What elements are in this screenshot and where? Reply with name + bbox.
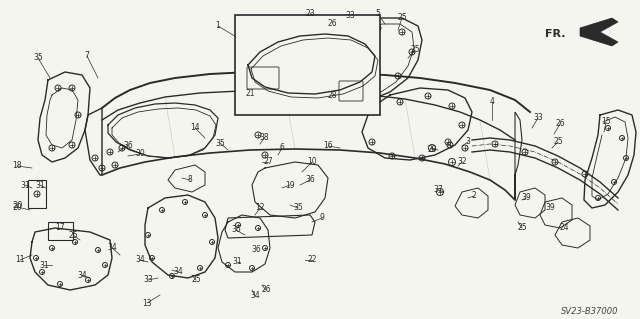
Text: 25: 25	[410, 46, 420, 55]
Text: 18: 18	[12, 161, 22, 170]
Text: 25: 25	[191, 276, 201, 285]
Text: 16: 16	[323, 142, 333, 151]
Text: FR.: FR.	[545, 29, 565, 39]
Text: 31: 31	[39, 261, 49, 270]
Text: 34: 34	[173, 268, 183, 277]
Text: 39: 39	[545, 204, 555, 212]
Text: 4: 4	[490, 98, 495, 107]
Text: 26: 26	[261, 286, 271, 294]
Text: 35: 35	[293, 204, 303, 212]
Text: 31: 31	[232, 257, 242, 266]
Text: 30: 30	[135, 150, 145, 159]
Text: 7: 7	[84, 51, 90, 61]
Text: 39: 39	[521, 194, 531, 203]
Text: 36: 36	[231, 226, 241, 234]
Text: 14: 14	[190, 123, 200, 132]
Bar	[48, 222, 73, 240]
Text: 25: 25	[553, 137, 563, 146]
Text: 34: 34	[250, 292, 260, 300]
Text: 34: 34	[107, 243, 117, 253]
Text: 38: 38	[259, 133, 269, 143]
Text: 3: 3	[465, 137, 470, 146]
Text: 34: 34	[77, 271, 87, 279]
Text: 35: 35	[33, 54, 43, 63]
Text: 33: 33	[345, 11, 355, 19]
Text: 32: 32	[457, 158, 467, 167]
Text: 17: 17	[55, 224, 65, 233]
Text: 34: 34	[135, 256, 145, 264]
Text: 10: 10	[307, 158, 317, 167]
Text: 35: 35	[215, 138, 225, 147]
Text: 26: 26	[327, 19, 337, 28]
Text: 19: 19	[285, 181, 295, 189]
Text: 21: 21	[245, 88, 255, 98]
Text: SV23-B37000: SV23-B37000	[561, 308, 619, 316]
Polygon shape	[580, 18, 618, 46]
Text: 25: 25	[397, 13, 407, 23]
Text: 31: 31	[35, 181, 45, 189]
Text: 29: 29	[427, 145, 437, 153]
Text: 23: 23	[305, 9, 315, 18]
Text: 33: 33	[533, 114, 543, 122]
Text: 15: 15	[601, 117, 611, 127]
Text: 36: 36	[123, 140, 133, 150]
Text: 25: 25	[68, 231, 78, 240]
Text: 25: 25	[517, 224, 527, 233]
Text: 33: 33	[143, 276, 153, 285]
Text: 20: 20	[13, 201, 23, 210]
Text: 37: 37	[433, 186, 443, 195]
Text: 11: 11	[15, 256, 25, 264]
Text: 2: 2	[472, 191, 476, 201]
Text: 28: 28	[327, 91, 337, 100]
Text: 22: 22	[307, 256, 317, 264]
Text: 5: 5	[376, 10, 380, 19]
FancyBboxPatch shape	[235, 15, 380, 115]
Text: 36: 36	[305, 175, 315, 184]
Text: 36: 36	[251, 246, 261, 255]
Text: 12: 12	[255, 204, 265, 212]
Text: 8: 8	[188, 175, 193, 184]
Text: 13: 13	[142, 299, 152, 308]
Text: 31: 31	[20, 181, 30, 189]
Text: 26: 26	[555, 120, 565, 129]
Bar	[28, 180, 46, 208]
Text: 9: 9	[319, 213, 324, 222]
Text: 24: 24	[559, 224, 569, 233]
Text: 1: 1	[216, 21, 220, 31]
Text: 27: 27	[263, 158, 273, 167]
Text: 20: 20	[12, 203, 22, 211]
Text: 6: 6	[280, 144, 284, 152]
